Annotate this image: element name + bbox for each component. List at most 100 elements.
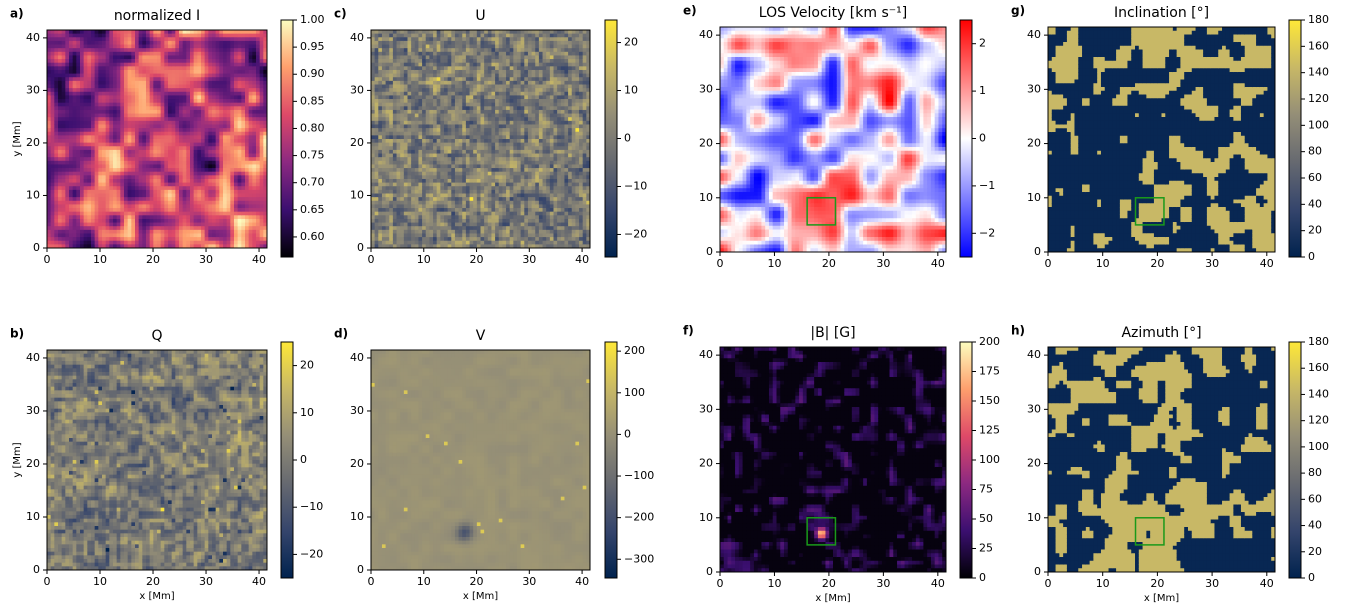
heatmap-cell — [160, 106, 165, 111]
heatmap-cell — [65, 430, 70, 435]
heatmap-cell — [83, 51, 88, 56]
heatmap-cell — [256, 164, 261, 169]
heatmap-cell — [153, 240, 158, 245]
heatmap-cell — [245, 135, 250, 140]
heatmap-cell — [160, 59, 165, 64]
heatmap-cell — [230, 244, 235, 249]
heatmap-cell — [102, 537, 107, 542]
heatmap-cell — [131, 229, 136, 234]
heatmap-cell — [102, 240, 107, 245]
heatmap-cell — [204, 84, 209, 89]
heatmap-cell — [58, 139, 63, 144]
heatmap-cell — [91, 405, 96, 410]
heatmap-cell — [65, 131, 70, 136]
heatmap-cell — [47, 66, 52, 71]
heatmap-cell — [259, 164, 264, 169]
heatmap-cell — [142, 66, 147, 71]
heatmap-cell — [120, 226, 125, 231]
heatmap-cell — [138, 55, 143, 60]
heatmap-cell — [50, 408, 55, 413]
heatmap-cell — [65, 427, 70, 432]
heatmap-cell — [146, 164, 151, 169]
heatmap-cell — [175, 44, 180, 49]
heatmap-cell — [61, 37, 66, 42]
heatmap-cell — [223, 215, 228, 220]
heatmap-cell — [149, 55, 154, 60]
heatmap-cell — [105, 244, 110, 249]
heatmap-cell — [76, 102, 81, 107]
heatmap-cell — [234, 149, 239, 155]
heatmap-cell — [135, 77, 140, 82]
heatmap-cell — [256, 128, 261, 133]
heatmap-cell — [135, 244, 140, 249]
heatmap-cell — [105, 357, 110, 362]
heatmap-cell — [91, 229, 96, 234]
heatmap-cell — [61, 109, 66, 115]
heatmap-cell — [175, 99, 180, 104]
heatmap-cell — [157, 164, 162, 169]
heatmap-cell — [47, 379, 52, 384]
heatmap-cell — [164, 106, 169, 111]
heatmap-cell — [197, 229, 202, 234]
heatmap-cell — [65, 59, 70, 64]
heatmap-cell — [171, 33, 176, 38]
heatmap-cell — [94, 106, 99, 111]
heatmap-cell — [105, 548, 110, 553]
heatmap-cell — [61, 427, 66, 432]
heatmap-cell — [197, 95, 202, 100]
heatmap-cell — [182, 204, 187, 209]
heatmap-cell — [197, 44, 202, 49]
heatmap-cell — [120, 427, 125, 432]
heatmap-cell — [179, 226, 184, 231]
heatmap-cell — [241, 208, 246, 213]
heatmap-cell — [94, 40, 99, 46]
heatmap-cell — [116, 548, 121, 553]
heatmap-cell — [157, 189, 162, 194]
heatmap-cell — [65, 423, 70, 428]
heatmap-cell — [94, 204, 99, 209]
heatmap-cell — [120, 383, 125, 388]
heatmap-cell — [234, 226, 239, 231]
heatmap-cell — [80, 88, 85, 93]
heatmap-cell — [113, 37, 118, 42]
heatmap-cell — [76, 405, 81, 410]
heatmap-cell — [61, 175, 66, 180]
heatmap-cell — [105, 30, 110, 35]
heatmap-cell — [138, 215, 143, 220]
heatmap-cell — [223, 149, 228, 155]
heatmap-cell — [259, 73, 264, 78]
heatmap-cell — [109, 493, 114, 498]
heatmap-cell — [113, 215, 118, 220]
heatmap-cell — [47, 438, 52, 443]
heatmap-cell — [160, 226, 165, 231]
heatmap-cell — [127, 40, 132, 46]
heatmap-cell — [61, 408, 66, 413]
heatmap-cell — [234, 240, 239, 245]
heatmap-cell — [138, 160, 143, 165]
heatmap-cell — [105, 555, 110, 560]
heatmap-cell — [72, 551, 77, 556]
heatmap-cell — [135, 51, 140, 56]
heatmap-cell — [83, 434, 88, 439]
heatmap-cell — [226, 33, 231, 38]
heatmap-cell — [72, 364, 77, 369]
heatmap-cell — [94, 504, 99, 509]
heatmap-cell — [248, 99, 253, 104]
heatmap-cell — [113, 452, 118, 457]
heatmap-cell — [212, 88, 217, 93]
heatmap-cell — [124, 153, 129, 158]
heatmap-cell — [80, 51, 85, 56]
heatmap-cell — [201, 80, 206, 85]
heatmap-cell — [190, 244, 195, 249]
heatmap-cell — [256, 186, 261, 191]
heatmap-cell — [179, 99, 184, 104]
heatmap-cell — [226, 160, 231, 165]
heatmap-cell — [113, 113, 118, 118]
heatmap-cell — [98, 66, 103, 71]
heatmap-cell — [157, 135, 162, 140]
heatmap-cell — [113, 474, 118, 479]
heatmap-cell — [87, 493, 92, 498]
heatmap-cell — [83, 84, 88, 89]
heatmap-cell — [193, 109, 198, 115]
heatmap-cell — [116, 149, 121, 155]
